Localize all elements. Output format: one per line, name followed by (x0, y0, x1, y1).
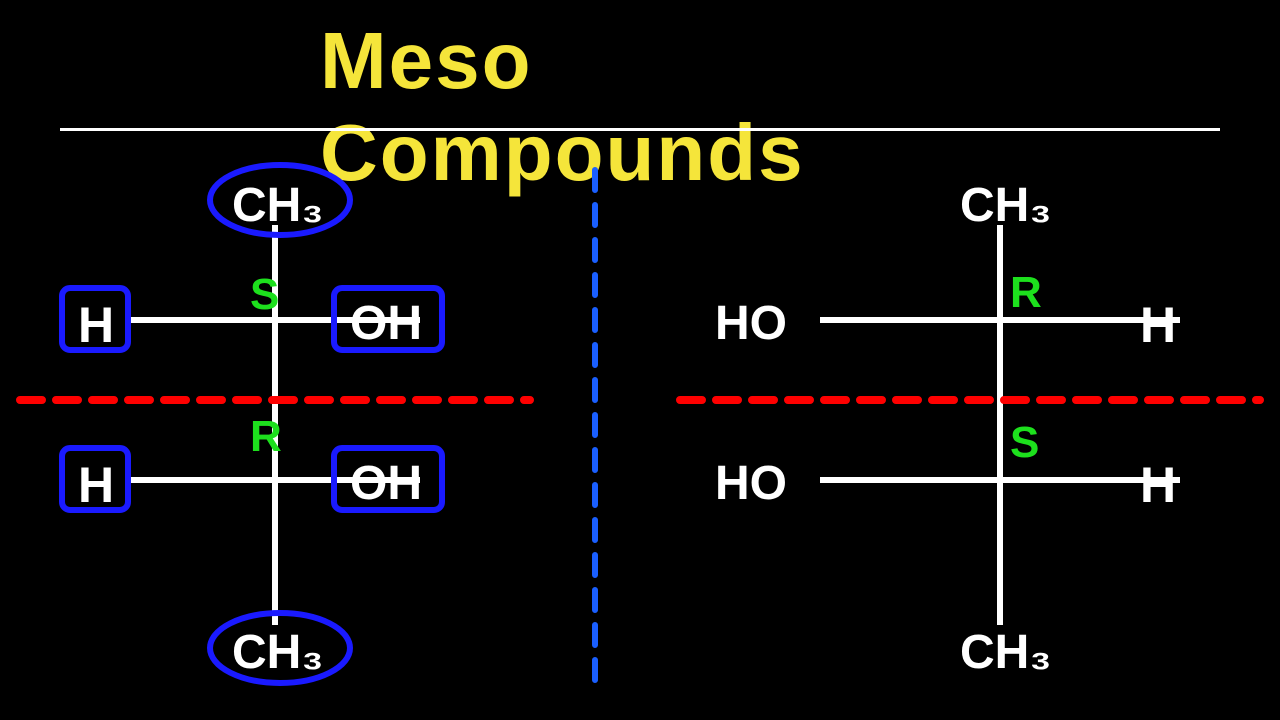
right-stereo-S: S (1010, 418, 1039, 468)
diagram-svg (0, 0, 1280, 720)
left-ch3-bottom: CH₃ (232, 625, 324, 680)
right-ch3-bottom: CH₃ (960, 625, 1052, 680)
left-stereo-S: S (250, 270, 279, 320)
right-fischer-projection (680, 225, 1260, 625)
left-ch3-top: CH₃ (232, 178, 324, 233)
right-HO-bottom: HO (715, 456, 787, 511)
right-stereo-R: R (1010, 268, 1042, 318)
left-H-bottom: H (78, 456, 114, 514)
left-OH-top: OH (350, 296, 422, 351)
left-H-top: H (78, 296, 114, 354)
left-stereo-R: R (250, 412, 282, 462)
right-HO-top: HO (715, 296, 787, 351)
right-H-bottom: H (1140, 456, 1176, 514)
right-H-top: H (1140, 296, 1176, 354)
left-OH-bottom: OH (350, 456, 422, 511)
right-ch3-top: CH₃ (960, 178, 1052, 233)
